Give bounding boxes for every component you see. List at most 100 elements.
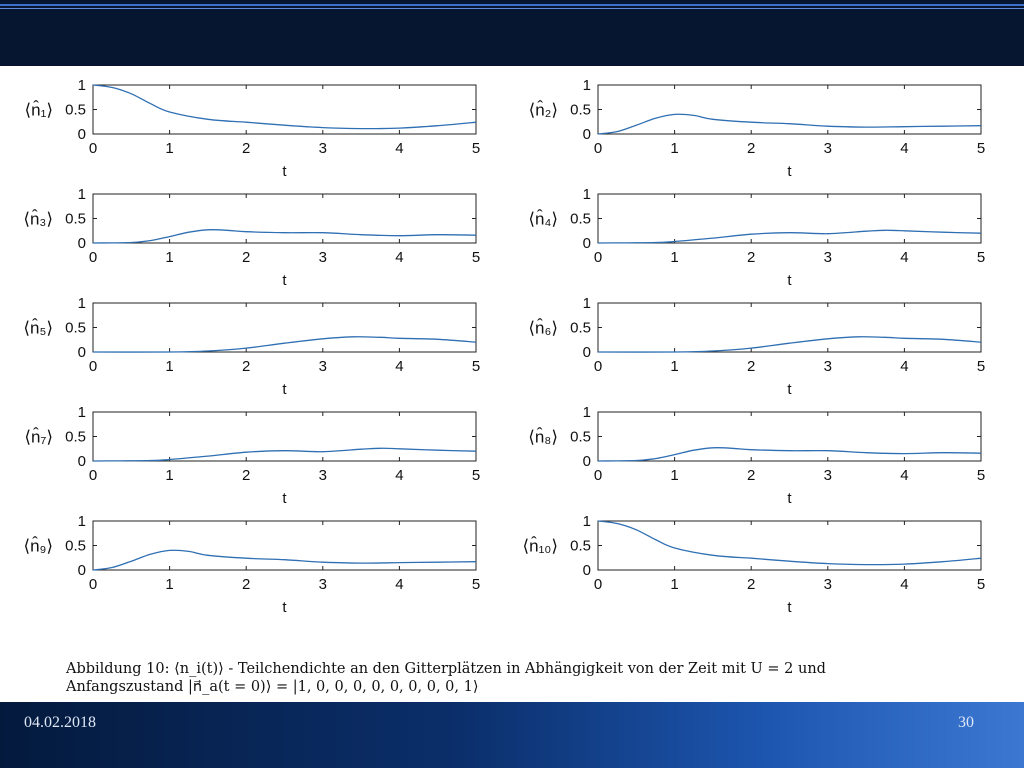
y-tick-label: 0 bbox=[78, 126, 86, 143]
x-tick-label: 3 bbox=[824, 249, 832, 266]
y-axis-label: ⟨n̂₁₀⟩ bbox=[522, 536, 558, 556]
y-tick-label: 1 bbox=[78, 77, 86, 94]
y-tick-label: 1 bbox=[583, 186, 591, 203]
x-axis-label: t bbox=[282, 272, 287, 289]
subplot-6: 0 1 2 3 4 5 0 0.5 1 t ⟨n̂₆⟩ bbox=[528, 295, 985, 398]
subplot-8: 0 1 2 3 4 5 0 0.5 1 t ⟨n̂₈⟩ bbox=[528, 404, 985, 507]
y-tick-label: 0.5 bbox=[570, 538, 591, 555]
x-tick-label: 4 bbox=[900, 358, 908, 375]
y-tick-label: 1 bbox=[583, 295, 591, 312]
y-tick-label: 0 bbox=[583, 453, 591, 470]
series-line bbox=[597, 336, 982, 353]
subplot-2: 0 1 2 3 4 5 0 0.5 1 t ⟨n̂₂⟩ bbox=[529, 77, 986, 180]
x-tick-label: 5 bbox=[472, 140, 480, 157]
series-line bbox=[92, 549, 477, 571]
header-accent-line-thin bbox=[0, 8, 1024, 9]
x-tick-label: 3 bbox=[824, 467, 832, 484]
slide-number: 30 bbox=[958, 714, 974, 731]
y-tick-label: 1 bbox=[78, 513, 86, 530]
x-tick-label: 3 bbox=[824, 576, 832, 593]
x-tick-label: 0 bbox=[594, 576, 602, 593]
x-tick-label: 4 bbox=[900, 467, 908, 484]
y-tick-label: 0 bbox=[583, 126, 591, 143]
series-line bbox=[92, 84, 477, 130]
subplot-1: 0 1 2 3 4 5 0 0.5 1 t ⟨n̂₁⟩ bbox=[25, 77, 481, 180]
x-tick-label: 5 bbox=[472, 358, 480, 375]
footer-bar: 04.02.2018 30 bbox=[0, 702, 1024, 768]
x-tick-label: 0 bbox=[594, 467, 602, 484]
caption-line-2: Anfangszustand |n⃗_a(t = 0)⟩ = |1, 0, 0,… bbox=[66, 679, 479, 695]
header-accent-line bbox=[0, 4, 1024, 6]
y-tick-label: 0.5 bbox=[570, 320, 591, 337]
x-tick-label: 5 bbox=[472, 576, 480, 593]
x-tick-label: 4 bbox=[395, 140, 403, 157]
x-tick-label: 4 bbox=[395, 249, 403, 266]
series-line bbox=[92, 336, 477, 353]
x-tick-label: 1 bbox=[670, 140, 678, 157]
series-line bbox=[597, 520, 982, 566]
x-tick-label: 5 bbox=[977, 576, 985, 593]
x-tick-label: 3 bbox=[824, 358, 832, 375]
y-tick-label: 1 bbox=[78, 186, 86, 203]
y-tick-label: 0.5 bbox=[65, 538, 86, 555]
subplot-10: 0 1 2 3 4 5 0 0.5 1 t ⟨n̂₁₀⟩ bbox=[522, 513, 985, 616]
y-axis-label: ⟨n̂₅⟩ bbox=[23, 318, 53, 338]
slide-content bbox=[0, 66, 1024, 702]
caption-line-1: Abbildung 10: ⟨n_i(t)⟩ - Teilchendichte … bbox=[66, 661, 826, 677]
x-tick-label: 1 bbox=[165, 249, 173, 266]
x-tick-label: 0 bbox=[594, 140, 602, 157]
x-tick-label: 1 bbox=[165, 358, 173, 375]
y-tick-label: 0 bbox=[78, 453, 86, 470]
x-tick-label: 3 bbox=[319, 467, 327, 484]
y-tick-label: 0.5 bbox=[570, 102, 591, 119]
x-tick-label: 0 bbox=[89, 249, 97, 266]
x-tick-label: 3 bbox=[319, 576, 327, 593]
y-axis-label: ⟨n̂₆⟩ bbox=[528, 318, 558, 338]
series-line bbox=[92, 229, 477, 244]
axes-frame bbox=[92, 302, 477, 353]
x-tick-label: 3 bbox=[319, 249, 327, 266]
y-tick-label: 1 bbox=[583, 77, 591, 94]
x-tick-label: 5 bbox=[977, 249, 985, 266]
x-tick-label: 2 bbox=[242, 576, 250, 593]
x-tick-label: 2 bbox=[242, 467, 250, 484]
x-tick-label: 1 bbox=[165, 576, 173, 593]
y-tick-label: 0 bbox=[78, 235, 86, 252]
x-tick-label: 5 bbox=[977, 467, 985, 484]
x-tick-label: 1 bbox=[165, 140, 173, 157]
x-tick-label: 1 bbox=[670, 358, 678, 375]
y-tick-label: 0.5 bbox=[65, 320, 86, 337]
x-tick-label: 5 bbox=[977, 358, 985, 375]
y-tick-label: 0.5 bbox=[65, 429, 86, 446]
x-tick-label: 4 bbox=[395, 358, 403, 375]
y-tick-label: 0 bbox=[78, 344, 86, 361]
x-tick-label: 4 bbox=[900, 140, 908, 157]
x-axis-label: t bbox=[787, 599, 792, 616]
y-tick-label: 0.5 bbox=[570, 211, 591, 228]
x-tick-label: 2 bbox=[747, 467, 755, 484]
x-tick-label: 5 bbox=[977, 140, 985, 157]
y-tick-label: 0 bbox=[583, 344, 591, 361]
x-tick-label: 2 bbox=[242, 358, 250, 375]
footer-date: 04.02.2018 bbox=[24, 714, 96, 731]
y-axis-label: ⟨n̂₇⟩ bbox=[24, 427, 53, 447]
x-axis-label: t bbox=[282, 163, 287, 180]
x-tick-label: 4 bbox=[395, 467, 403, 484]
x-tick-label: 2 bbox=[242, 140, 250, 157]
series-line bbox=[92, 447, 477, 462]
x-tick-label: 3 bbox=[319, 140, 327, 157]
subplot-9: 0 1 2 3 4 5 0 0.5 1 t ⟨n̂₉⟩ bbox=[24, 513, 481, 616]
y-tick-label: 0.5 bbox=[65, 102, 86, 119]
subplot-7: 0 1 2 3 4 5 0 0.5 1 t ⟨n̂₇⟩ bbox=[24, 404, 480, 507]
x-axis-label: t bbox=[787, 163, 792, 180]
y-axis-label: ⟨n̂₂⟩ bbox=[529, 100, 558, 120]
x-tick-label: 4 bbox=[395, 576, 403, 593]
x-axis-label: t bbox=[282, 599, 287, 616]
x-tick-label: 1 bbox=[670, 249, 678, 266]
x-tick-label: 3 bbox=[319, 358, 327, 375]
y-axis-label: ⟨n̂₈⟩ bbox=[528, 427, 558, 447]
series-line bbox=[597, 447, 982, 462]
x-tick-label: 4 bbox=[900, 576, 908, 593]
x-tick-label: 0 bbox=[89, 467, 97, 484]
axes-frame bbox=[92, 411, 477, 462]
